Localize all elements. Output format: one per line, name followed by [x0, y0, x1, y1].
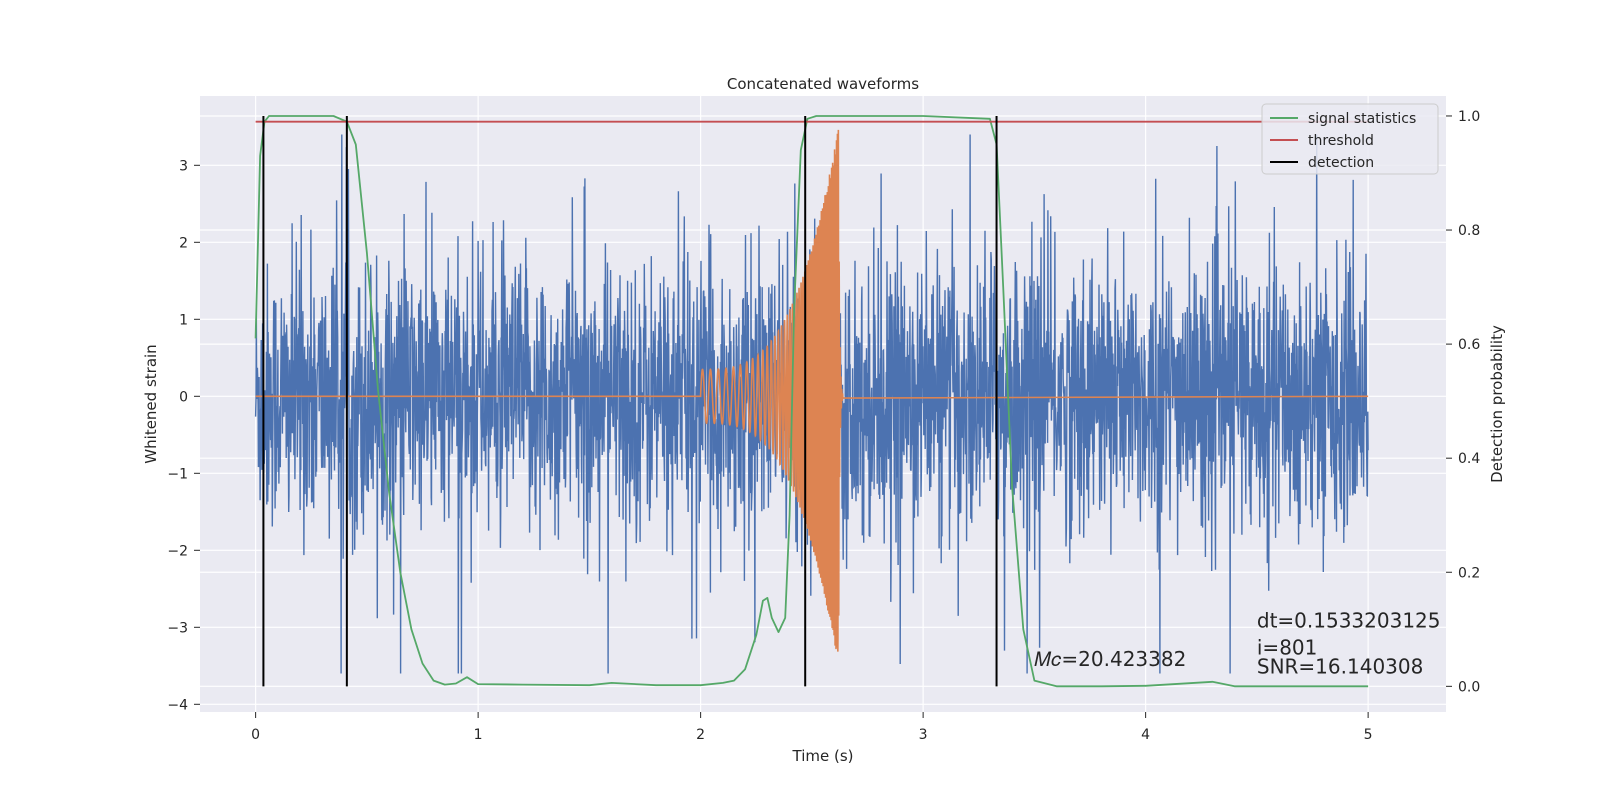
x-axis-label: Time (s) — [792, 747, 854, 765]
x-tick-label: 3 — [919, 727, 928, 743]
y2-tick-label: 1.0 — [1458, 109, 1480, 125]
x-tick-label: 4 — [1141, 727, 1150, 743]
x-tick-label: 2 — [696, 727, 705, 743]
plot-marks — [254, 115, 1369, 688]
chart-title: Concatenated waveforms — [727, 75, 919, 93]
y-tick-label: −4 — [167, 697, 188, 713]
y2-tick-label: 0.6 — [1458, 337, 1480, 353]
signal-statistics-line — [254, 115, 1369, 688]
y-tick-label: 0 — [179, 389, 188, 405]
legend-box — [1261, 103, 1439, 175]
legend: signal statistics threshold detection — [1261, 103, 1439, 175]
y2-tick-label: 0.2 — [1458, 565, 1480, 581]
y-axis-label: Whitened strain — [142, 344, 160, 463]
annotations: 𝑀𝑐=20.423382 dt=0.1533203125 i=801SNR=16.… — [1034, 608, 1440, 678]
legend-label-threshold: threshold — [1308, 133, 1374, 149]
x-tick-label: 5 — [1364, 727, 1373, 743]
x-tick-label: 0 — [251, 727, 260, 743]
annotation-snr: SNR=16.140308 — [1257, 655, 1423, 679]
template-series-line — [255, 129, 1369, 652]
legend-label-signal-statistics: signal statistics — [1308, 111, 1416, 127]
y-tick-label: −1 — [167, 466, 188, 482]
y2-tick-label: 0.4 — [1458, 451, 1480, 467]
annotation-i: i=801 — [1257, 635, 1318, 659]
y2-tick-label: 0.0 — [1458, 679, 1480, 695]
y-tick-label: −3 — [167, 620, 188, 636]
legend-label-detection: detection — [1308, 155, 1374, 171]
y2-tick-label: 0.8 — [1458, 223, 1480, 239]
y-tick-label: −2 — [167, 543, 188, 559]
y-tick-label: 3 — [179, 158, 188, 174]
annotation-dt: dt=0.1533203125 — [1257, 608, 1441, 632]
annotation-mc: 𝑀𝑐=20.423382 — [1034, 647, 1186, 671]
y-tick-label: 2 — [179, 235, 188, 251]
ticks: 0 1 2 3 4 5 −4 −3 −2 −1 0 1 2 3 0.0 0.2 0.4 0.6 0.8 1.0 — [167, 109, 1480, 743]
y-tick-label: 1 — [179, 312, 188, 328]
y2-axis-label: Detection probability — [1488, 325, 1506, 483]
x-tick-label: 1 — [474, 727, 483, 743]
